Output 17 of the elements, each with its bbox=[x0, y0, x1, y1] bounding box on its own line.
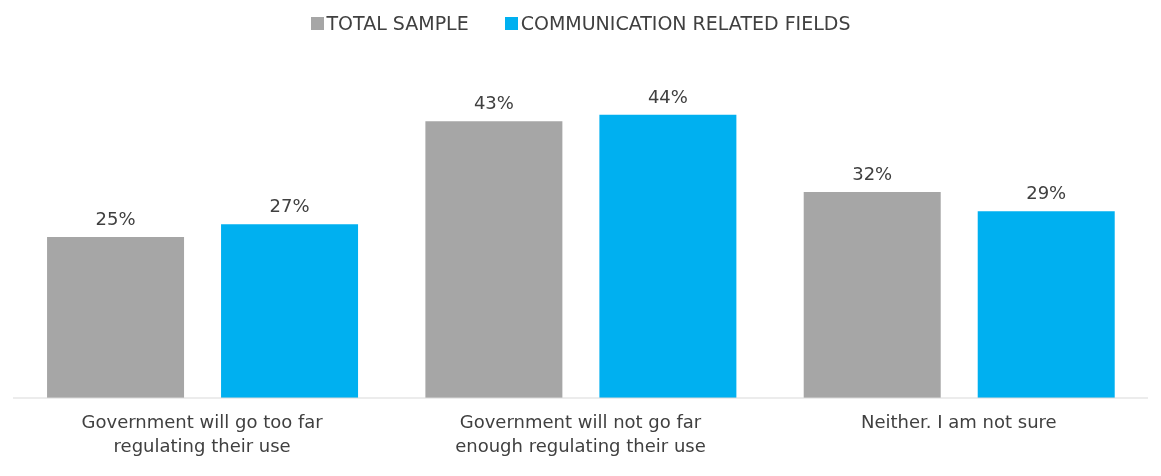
bar bbox=[47, 237, 185, 398]
data-label: 32% bbox=[852, 163, 893, 185]
data-label: 44% bbox=[647, 85, 688, 107]
x-tick-label: Government will not go far enough regulating their use bbox=[455, 411, 706, 456]
bar bbox=[221, 224, 359, 398]
legend-label: COMMUNICATION RELATED FIELDS bbox=[519, 12, 851, 34]
bar bbox=[599, 114, 737, 398]
legend-label: TOTAL SAMPLE bbox=[325, 12, 469, 34]
data-label: 43% bbox=[473, 92, 514, 114]
data-label: 29% bbox=[1026, 182, 1067, 204]
x-tick-label: Government will go too far regulating their use bbox=[81, 411, 324, 456]
data-label: 25% bbox=[95, 208, 136, 230]
bar bbox=[977, 211, 1115, 398]
bar bbox=[803, 192, 941, 398]
data-label: 27% bbox=[269, 195, 310, 217]
x-tick-label: Neither. I am not sure bbox=[861, 411, 1057, 432]
bar bbox=[425, 121, 563, 398]
